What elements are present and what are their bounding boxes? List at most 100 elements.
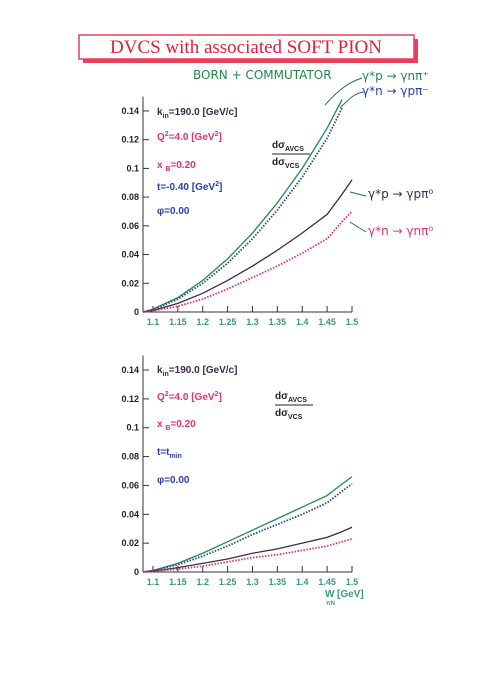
x-tick-label: 1.5 xyxy=(346,577,359,587)
ratio-denominator-sub: VCS xyxy=(285,163,300,170)
info-text: kin=190.0 [GeV/c] xyxy=(157,107,237,120)
series-line xyxy=(142,526,353,573)
y-tick-label: 0.06 xyxy=(121,480,139,490)
ratio-denominator-main: dσ xyxy=(275,408,288,419)
info-part: Q xyxy=(157,132,165,143)
info-part: 2 xyxy=(165,391,169,398)
x-tick-label: 1.4 xyxy=(296,577,309,587)
info-part: Q xyxy=(157,392,165,403)
annotation-arrows xyxy=(324,77,367,233)
info-part: ] xyxy=(218,392,221,403)
y-tick-label: 0.08 xyxy=(121,452,139,462)
info-text: t=tmin xyxy=(157,447,182,460)
info-part: in xyxy=(163,371,169,378)
y-tick-label: 0.12 xyxy=(121,394,139,404)
info-text: x B=0.20 xyxy=(157,419,196,432)
info-part: 2 xyxy=(215,181,219,188)
y-tick-label: 0.14 xyxy=(121,365,139,375)
info-part: t=-0.40 [GeV xyxy=(157,182,215,193)
title-box xyxy=(78,34,415,60)
series-line xyxy=(142,537,353,573)
y-tick-label: 0.08 xyxy=(121,192,139,202)
y-tick-label: 0 xyxy=(134,307,139,317)
y-tick-label: 0.02 xyxy=(121,278,139,288)
series-label: γ*n → γpπ⁻ xyxy=(362,84,429,98)
info-part: k xyxy=(157,107,163,118)
x-tick-label: 1.45 xyxy=(318,577,336,587)
info-part: min xyxy=(170,453,182,460)
ratio-numerator-sub: AVCS xyxy=(285,146,304,153)
ratio-denominator-main: dσ xyxy=(272,157,285,168)
x-tick-label: 1.25 xyxy=(219,577,237,587)
y-tick-label: 0.12 xyxy=(121,135,139,145)
info-part: =190.0 [GeV/c] xyxy=(169,107,238,118)
x-tick-label: 1.1 xyxy=(147,317,160,327)
info-text: kin=190.0 [GeV/c] xyxy=(157,365,237,378)
series-label: γ*n → γnπ⁰ xyxy=(368,224,433,238)
x-tick-label: 1.5 xyxy=(346,317,359,327)
info-part: in xyxy=(163,113,169,120)
ratio-denominator: dσVCS xyxy=(272,157,300,170)
y-tick-label: 0.14 xyxy=(121,106,139,116)
info-part: =0.20 xyxy=(170,160,196,171)
ratio-numerator-sub: AVCS xyxy=(288,397,307,404)
info-part: 2 xyxy=(215,391,219,398)
info-part: ] xyxy=(219,182,222,193)
x-axis-label: πN xyxy=(326,601,335,607)
x-tick-label: 1.25 xyxy=(219,317,237,327)
ratio-numerator: dσAVCS xyxy=(272,140,304,153)
y-tick-label: 0.06 xyxy=(121,221,139,231)
info-part: =4.0 [GeV xyxy=(169,132,215,143)
info-part: =4.0 [GeV xyxy=(169,392,215,403)
ratio-numerator-main: dσ xyxy=(272,140,285,151)
x-tick-label: 1.1 xyxy=(147,577,160,587)
info-text: Q2=4.0 [GeV2] xyxy=(157,131,222,143)
series-label: γ*p → γnπ⁺ xyxy=(362,69,429,83)
info-part: t=t xyxy=(157,447,170,458)
y-tick-label: 0 xyxy=(134,567,139,577)
x-tick-label: 1.2 xyxy=(196,577,209,587)
info-part: x xyxy=(157,419,165,430)
x-tick-label: 1.35 xyxy=(269,317,287,327)
info-part: φ=0.00 xyxy=(157,475,190,486)
y-tick-label: 0.04 xyxy=(121,250,139,260)
series-line xyxy=(142,476,353,573)
x-tick-label: 1.3 xyxy=(246,317,259,327)
x-tick-label: 1.15 xyxy=(169,577,187,587)
x-axis-label: [GeV] xyxy=(337,589,364,600)
y-tick-label: 0.1 xyxy=(126,163,139,173)
info-text: φ=0.00 xyxy=(157,206,190,217)
series-line xyxy=(142,483,353,573)
x-tick-label: 1.45 xyxy=(318,317,336,327)
x-tick-label: 1.15 xyxy=(169,317,187,327)
info-text: x B=0.20 xyxy=(157,160,196,173)
ratio-numerator: dσAVCS xyxy=(275,391,307,404)
info-text: φ=0.00 xyxy=(157,475,190,486)
info-part: x xyxy=(157,160,165,171)
info-text: Q2=4.0 [GeV2] xyxy=(157,391,222,403)
y-tick-label: 0.1 xyxy=(126,423,139,433)
x-tick-label: 1.3 xyxy=(246,577,259,587)
x-tick-label: 1.35 xyxy=(269,577,287,587)
info-part: B xyxy=(165,425,170,432)
info-part: =0.20 xyxy=(170,419,196,430)
x-tick-label: 1.4 xyxy=(296,317,309,327)
x-tick-label: 1.2 xyxy=(196,317,209,327)
annotation: BORN + COMMUTATOR xyxy=(193,68,332,82)
info-part: 2 xyxy=(165,131,169,138)
series-line xyxy=(142,99,343,313)
x-axis-label: W xyxy=(325,589,335,600)
ratio-denominator-sub: VCS xyxy=(288,414,303,421)
info-part: k xyxy=(157,365,163,376)
info-part: ] xyxy=(218,132,221,143)
page-title: DVCS with associated SOFT PION xyxy=(110,37,382,58)
info-part: B xyxy=(165,166,170,173)
series-line xyxy=(142,210,353,313)
info-text: t=-0.40 [GeV2] xyxy=(157,181,222,193)
info-part: 2 xyxy=(215,131,219,138)
info-part: =190.0 [GeV/c] xyxy=(169,365,238,376)
info-part: φ=0.00 xyxy=(157,206,190,217)
y-tick-label: 0.02 xyxy=(121,538,139,548)
series-line xyxy=(142,179,353,313)
